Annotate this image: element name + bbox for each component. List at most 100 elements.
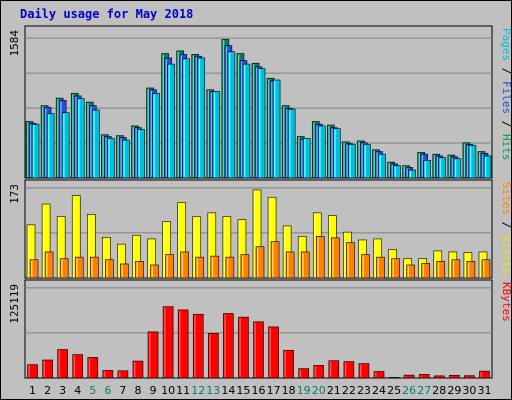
bar-highlight-pages-files-25: [391, 164, 393, 177]
bar-highlight-pages-pages-21: [334, 129, 336, 177]
bar-highlight-visits-sites-18: [287, 252, 289, 277]
bar-highlight-kbytes-kbytes-5: [88, 358, 91, 377]
bar-pages-pages-30: [468, 145, 477, 179]
bar-highlight-visits-sites-16: [257, 247, 259, 277]
bar-highlight-pages-hits-18: [283, 106, 285, 177]
bar-kbytes-kbytes-10: [162, 306, 174, 379]
bar-highlight-visits-visits-13: [208, 213, 211, 277]
bar-highlight-kbytes-kbytes-10: [164, 307, 166, 377]
bar-highlight-kbytes-kbytes-4: [73, 355, 76, 377]
bar-pages-pages-25: [393, 165, 401, 179]
bar-highlight-visits-visits-7: [118, 245, 120, 277]
bar-highlight-pages-files-29: [451, 157, 454, 177]
panel-kbytes-ymax-label: 125119: [8, 284, 21, 324]
bar-visits-sites-12: [195, 256, 205, 279]
bar-highlight-visits-sites-26: [407, 265, 410, 277]
panel-kbytes: 125119 KBytes: [8, 279, 512, 379]
bar-pages-pages-13: [212, 91, 221, 179]
bar-highlight-pages-hits-15: [237, 54, 240, 178]
bar-highlight-pages-files-7: [120, 138, 122, 177]
bar-highlight-pages-pages-27: [424, 161, 427, 177]
panel-visits-label-part: Sites: [500, 182, 512, 215]
bar-pages-pages-4: [76, 98, 85, 179]
bar-kbytes-kbytes-24: [373, 371, 385, 379]
bar-kbytes-kbytes-28: [433, 375, 445, 379]
bar-highlight-visits-visits-8: [133, 236, 135, 277]
panel-pages-label-part: /: [500, 61, 512, 81]
bar-kbytes-kbytes-27: [418, 374, 430, 379]
bar-highlight-pages-files-2: [45, 108, 47, 177]
x-tick-label-24: 24: [372, 384, 386, 397]
bar-highlight-pages-pages-13: [213, 92, 216, 177]
bar-highlight-kbytes-kbytes-21: [329, 361, 332, 377]
bar-kbytes-kbytes-2: [42, 359, 53, 379]
bar-visits-sites-17: [270, 241, 280, 279]
bar-highlight-pages-pages-31: [484, 156, 487, 177]
bar-highlight-pages-hits-9: [147, 88, 149, 177]
bar-highlight-kbytes-kbytes-22: [344, 362, 347, 377]
bar-highlight-pages-hits-6: [102, 135, 104, 177]
bar-visits-sites-14: [225, 256, 235, 279]
bar-visits-sites-31: [481, 259, 491, 279]
bar-kbytes-kbytes-18: [283, 349, 294, 379]
bar-highlight-pages-hits-12: [192, 55, 195, 178]
bar-visits-sites-30: [466, 261, 476, 279]
bar-highlight-kbytes-kbytes-31: [480, 372, 482, 377]
bar-highlight-kbytes-kbytes-20: [314, 366, 317, 377]
x-axis-tick-labels: 1 2 3 4 5 6 7 8 9 10 11 12 13 14 15 16 17 18 19 20 21 22 23 24 2…: [29, 384, 491, 397]
bar-highlight-visits-visits-3: [58, 217, 60, 277]
bar-kbytes-kbytes-3: [57, 349, 68, 379]
bar-kbytes-kbytes-7: [117, 370, 129, 379]
x-tick-label-11: 11: [176, 384, 190, 397]
bar-highlight-pages-files-8: [135, 128, 137, 177]
bar-highlight-pages-files-20: [316, 125, 318, 177]
bar-pages-pages-8: [137, 129, 145, 179]
bar-highlight-visits-visits-27: [419, 259, 422, 277]
panel-kbytes-series-label: KBytes: [500, 282, 512, 322]
bar-highlight-pages-pages-29: [454, 159, 457, 177]
panel-pages: 1584 Pages / Files / Hits: [8, 25, 512, 179]
bar-highlight-pages-files-13: [210, 92, 213, 177]
bar-kbytes-kbytes-30: [464, 375, 475, 379]
bar-highlight-visits-visits-23: [359, 240, 361, 277]
bar-highlight-pages-files-6: [105, 137, 107, 177]
bar-highlight-pages-pages-12: [198, 58, 201, 178]
x-tick-label-13: 13: [206, 384, 220, 397]
bar-highlight-kbytes-kbytes-29: [450, 376, 452, 377]
bar-pages-pages-26: [408, 169, 416, 179]
x-tick-label-17: 17: [267, 384, 281, 397]
bar-highlight-kbytes-kbytes-6: [103, 371, 106, 377]
bar-visits-sites-29: [451, 259, 461, 279]
bar-highlight-pages-hits-13: [207, 90, 210, 177]
bar-highlight-visits-sites-13: [211, 257, 214, 277]
x-tick-label-5: 5: [89, 384, 96, 397]
bar-highlight-pages-pages-6: [108, 139, 110, 177]
bar-highlight-pages-files-16: [256, 67, 258, 177]
bar-highlight-pages-hits-2: [42, 106, 44, 177]
bar-highlight-pages-pages-23: [364, 145, 366, 177]
bar-highlight-visits-visits-18: [284, 226, 286, 277]
x-tick-label-16: 16: [252, 384, 266, 397]
bar-visits-sites-25: [391, 258, 400, 279]
bar-highlight-kbytes-kbytes-16: [254, 322, 256, 377]
bar-pages-pages-24: [378, 153, 386, 179]
bar-visits-sites-5: [89, 256, 99, 279]
bar-highlight-pages-hits-24: [373, 150, 375, 177]
bar-highlight-visits-sites-10: [166, 255, 169, 277]
panel-visits-series-label: Sites / Visits: [500, 182, 512, 275]
bar-highlight-visits-sites-27: [422, 264, 425, 277]
x-tick-label-2: 2: [44, 384, 51, 397]
bar-highlight-kbytes-kbytes-14: [224, 314, 226, 377]
bar-highlight-pages-pages-9: [153, 94, 155, 177]
x-tick-label-19: 19: [297, 384, 311, 397]
bar-visits-sites-13: [210, 255, 220, 279]
bar-pages-pages-19: [302, 137, 311, 179]
bar-highlight-visits-sites-3: [61, 259, 63, 277]
bar-highlight-visits-sites-1: [31, 260, 33, 277]
bar-visits-sites-26: [406, 264, 415, 279]
bar-kbytes-kbytes-26: [403, 374, 415, 379]
bar-highlight-pages-pages-7: [123, 141, 125, 177]
bar-highlight-visits-sites-20: [317, 237, 319, 277]
bar-highlight-kbytes-kbytes-2: [43, 360, 45, 377]
bar-highlight-pages-hits-29: [448, 156, 451, 177]
